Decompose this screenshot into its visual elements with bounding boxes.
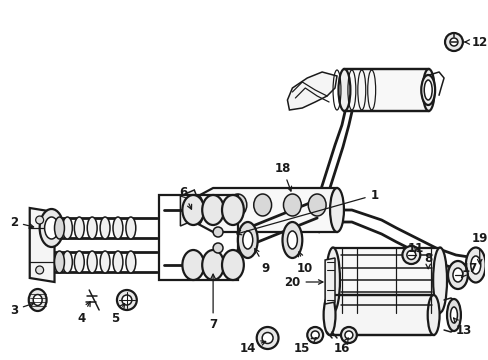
Ellipse shape xyxy=(323,295,335,335)
Ellipse shape xyxy=(74,251,84,273)
Bar xyxy=(332,248,439,312)
Polygon shape xyxy=(325,258,334,304)
Ellipse shape xyxy=(447,261,467,289)
Ellipse shape xyxy=(125,251,136,273)
Ellipse shape xyxy=(310,331,319,339)
Polygon shape xyxy=(30,208,54,282)
Text: 18: 18 xyxy=(274,162,291,191)
Ellipse shape xyxy=(62,217,72,239)
Ellipse shape xyxy=(344,331,352,339)
Ellipse shape xyxy=(420,75,434,105)
Bar xyxy=(329,295,433,335)
Ellipse shape xyxy=(306,327,323,343)
Ellipse shape xyxy=(243,231,252,249)
Ellipse shape xyxy=(113,251,122,273)
Ellipse shape xyxy=(465,248,485,283)
Ellipse shape xyxy=(282,222,302,258)
Ellipse shape xyxy=(253,194,271,216)
Ellipse shape xyxy=(340,327,356,343)
Ellipse shape xyxy=(446,299,460,331)
Ellipse shape xyxy=(36,266,43,274)
Text: 8: 8 xyxy=(423,252,431,269)
Text: 12: 12 xyxy=(464,36,487,49)
Ellipse shape xyxy=(100,251,110,273)
Ellipse shape xyxy=(262,333,272,343)
Ellipse shape xyxy=(213,243,223,253)
Ellipse shape xyxy=(402,246,419,264)
Ellipse shape xyxy=(113,217,122,239)
Ellipse shape xyxy=(54,251,64,273)
Ellipse shape xyxy=(222,195,244,225)
Text: 14: 14 xyxy=(239,341,265,355)
Bar xyxy=(344,69,428,111)
Text: 16: 16 xyxy=(333,338,349,355)
Text: 20: 20 xyxy=(284,275,322,288)
Ellipse shape xyxy=(40,209,63,247)
Text: 17: 17 xyxy=(461,261,477,278)
Ellipse shape xyxy=(202,250,224,280)
Ellipse shape xyxy=(444,33,462,51)
Text: 13: 13 xyxy=(453,318,471,337)
Polygon shape xyxy=(193,188,341,232)
Text: 10: 10 xyxy=(297,252,313,274)
Ellipse shape xyxy=(338,69,350,111)
Ellipse shape xyxy=(256,327,278,349)
Ellipse shape xyxy=(54,217,64,239)
Ellipse shape xyxy=(452,268,462,282)
Ellipse shape xyxy=(283,194,301,216)
Ellipse shape xyxy=(422,69,434,111)
Ellipse shape xyxy=(125,217,136,239)
Text: 2: 2 xyxy=(10,216,34,229)
Ellipse shape xyxy=(449,307,456,323)
Ellipse shape xyxy=(182,195,204,225)
Text: 6: 6 xyxy=(179,185,191,209)
Ellipse shape xyxy=(100,217,110,239)
Ellipse shape xyxy=(213,227,223,237)
Ellipse shape xyxy=(87,217,97,239)
Ellipse shape xyxy=(329,188,343,232)
Ellipse shape xyxy=(33,294,42,306)
Text: 15: 15 xyxy=(293,338,315,355)
Ellipse shape xyxy=(222,250,244,280)
Ellipse shape xyxy=(87,251,97,273)
Text: 4: 4 xyxy=(77,302,90,324)
Text: 11: 11 xyxy=(407,242,424,255)
Ellipse shape xyxy=(74,217,84,239)
Ellipse shape xyxy=(307,194,325,216)
Ellipse shape xyxy=(237,222,257,258)
Polygon shape xyxy=(287,72,336,110)
Ellipse shape xyxy=(424,80,431,100)
Ellipse shape xyxy=(287,231,297,249)
Polygon shape xyxy=(180,190,198,226)
Ellipse shape xyxy=(406,251,415,260)
Ellipse shape xyxy=(449,38,457,46)
Ellipse shape xyxy=(122,295,132,305)
Ellipse shape xyxy=(44,217,59,239)
Ellipse shape xyxy=(117,290,137,310)
Ellipse shape xyxy=(228,194,246,216)
Text: 19: 19 xyxy=(470,231,487,264)
Text: 5: 5 xyxy=(111,303,124,324)
Ellipse shape xyxy=(29,289,46,311)
Ellipse shape xyxy=(202,195,224,225)
Ellipse shape xyxy=(325,248,339,312)
Ellipse shape xyxy=(432,248,446,312)
Text: 7: 7 xyxy=(208,274,217,332)
Ellipse shape xyxy=(36,216,43,224)
Bar xyxy=(158,195,237,280)
Ellipse shape xyxy=(62,251,72,273)
Text: 9: 9 xyxy=(254,249,269,274)
Ellipse shape xyxy=(193,196,203,224)
Ellipse shape xyxy=(182,250,204,280)
Ellipse shape xyxy=(427,295,439,335)
Ellipse shape xyxy=(470,256,480,274)
Text: 1: 1 xyxy=(237,189,378,235)
Text: 3: 3 xyxy=(10,303,34,316)
